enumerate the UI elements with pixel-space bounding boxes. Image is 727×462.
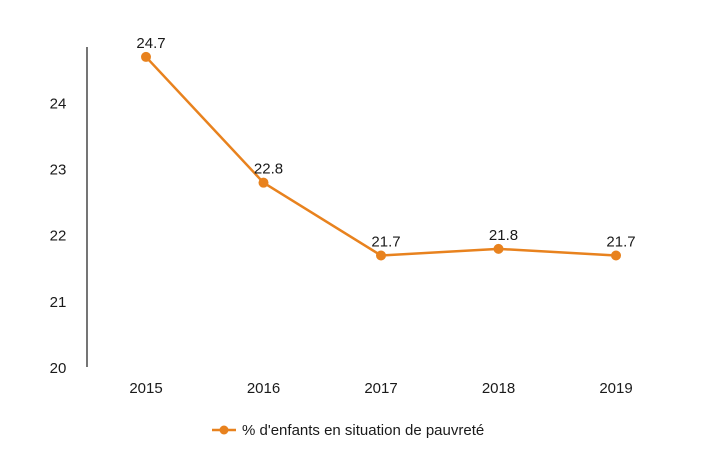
- legend-marker-icon: [212, 425, 236, 435]
- y-tick-label: 21: [50, 294, 67, 311]
- x-tick-label: 2017: [364, 380, 397, 397]
- series-line: [145, 56, 617, 257]
- legend-label: % d'enfants en situation de pauvreté: [242, 421, 485, 439]
- data-label: 22.8: [254, 161, 283, 178]
- y-tick-label: 20: [50, 360, 67, 377]
- series-group: 24.7 22.8 21.7 21.8 21.7: [136, 35, 636, 261]
- y-tick-label: 24: [50, 95, 67, 112]
- data-label: 21.7: [606, 233, 635, 250]
- data-point: [258, 177, 269, 188]
- data-label: 21.7: [371, 233, 400, 250]
- data-label: 21.8: [489, 227, 518, 244]
- y-tick-labels: 20 21 22 23 24: [50, 95, 67, 377]
- x-tick-label: 2015: [129, 380, 162, 397]
- y-tick-label: 22: [50, 228, 67, 245]
- data-point: [376, 250, 386, 261]
- y-tick-label: 23: [50, 161, 67, 178]
- legend: % d'enfants en situation de pauvreté: [212, 418, 484, 442]
- x-tick-labels: 2015 2016 2017 2018 2019: [129, 380, 632, 397]
- x-tick-label: 2018: [482, 380, 515, 397]
- data-point: [141, 51, 151, 62]
- x-tick-label: 2016: [247, 380, 280, 397]
- data-label: 24.7: [136, 35, 165, 52]
- data-point: [493, 243, 504, 254]
- x-tick-label: 2019: [599, 380, 632, 397]
- data-point: [611, 250, 621, 261]
